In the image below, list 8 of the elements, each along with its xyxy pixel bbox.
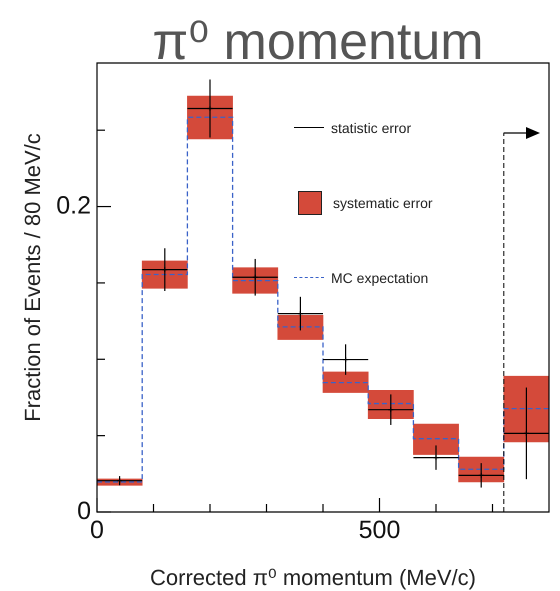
legend-label: MC expectation	[331, 270, 428, 286]
x-axis-title: Corrected π⁰ momentum (MeV/c)	[150, 565, 476, 590]
legend-label: systematic error	[333, 194, 433, 210]
chart-title: π⁰ momentum	[152, 13, 484, 71]
y-axis-title: Fraction of Events / 80 MeV/c	[20, 133, 45, 422]
legend-label: statistic error	[331, 120, 412, 136]
x-tick-label: 500	[358, 516, 400, 544]
y-tick-label: 0.2	[56, 191, 91, 220]
